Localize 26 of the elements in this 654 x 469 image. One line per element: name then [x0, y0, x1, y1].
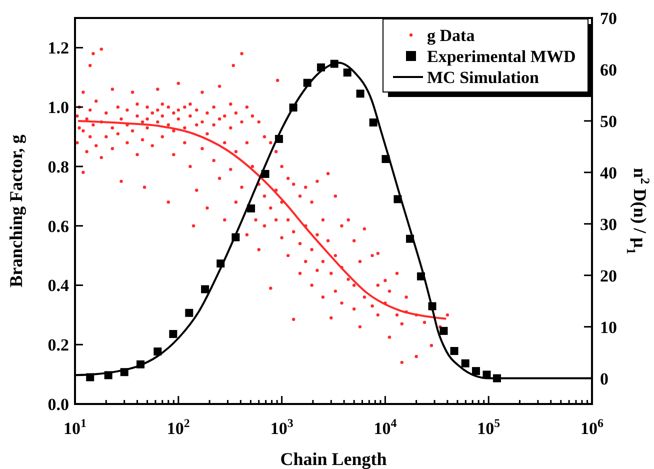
- y2-tick-label: 20: [600, 266, 617, 286]
- y2-tick-label: 10: [600, 318, 617, 337]
- y-tick-label: 1.0: [48, 98, 69, 118]
- y-tick-label: 0.4: [48, 276, 70, 296]
- y2-tick-label: 40: [600, 163, 617, 182]
- y2-tick-label: 30: [600, 214, 617, 234]
- y2-tick-label: 70: [600, 9, 617, 28]
- x-tick-label: 10$^{2}$: [166, 416, 190, 438]
- y-tick-label: 1.2: [48, 38, 69, 58]
- x-tick-label: 10$^{5}$: [477, 416, 500, 438]
- x-tick-label: 10$^{1}$: [64, 416, 87, 438]
- y2-tick-label: 60: [600, 60, 617, 80]
- y-tick-label: 0.2: [48, 336, 69, 355]
- x-tick-label: 10$^{6}$: [580, 416, 604, 438]
- x-tick-label: 10$^{4}$: [374, 416, 397, 438]
- y2-tick-label: 50: [600, 112, 617, 131]
- legend-label: MC Simulation: [427, 68, 540, 87]
- x-tick-label: 10$^{3}$: [270, 416, 294, 438]
- y2-tick-label: 0: [600, 369, 608, 388]
- y-tick-label: 0.6: [48, 216, 69, 236]
- legend-label: g Data: [427, 26, 476, 45]
- legend-label: Experimental MWD: [427, 47, 576, 66]
- y-axis-title: Branching Factor, g: [6, 134, 26, 288]
- y-tick-label: 0.8: [48, 157, 69, 176]
- y-tick-label: 0.0: [48, 395, 69, 414]
- x-axis-title: Chain Length: [280, 449, 387, 469]
